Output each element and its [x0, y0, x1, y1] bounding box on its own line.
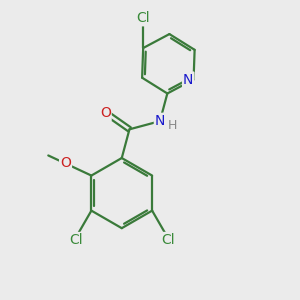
Text: O: O	[100, 106, 111, 120]
Text: N: N	[155, 114, 165, 128]
Text: O: O	[60, 155, 71, 170]
Text: Cl: Cl	[69, 233, 82, 247]
Text: H: H	[167, 119, 177, 132]
Text: N: N	[183, 73, 194, 86]
Text: Cl: Cl	[161, 233, 175, 247]
Text: Cl: Cl	[136, 11, 150, 25]
